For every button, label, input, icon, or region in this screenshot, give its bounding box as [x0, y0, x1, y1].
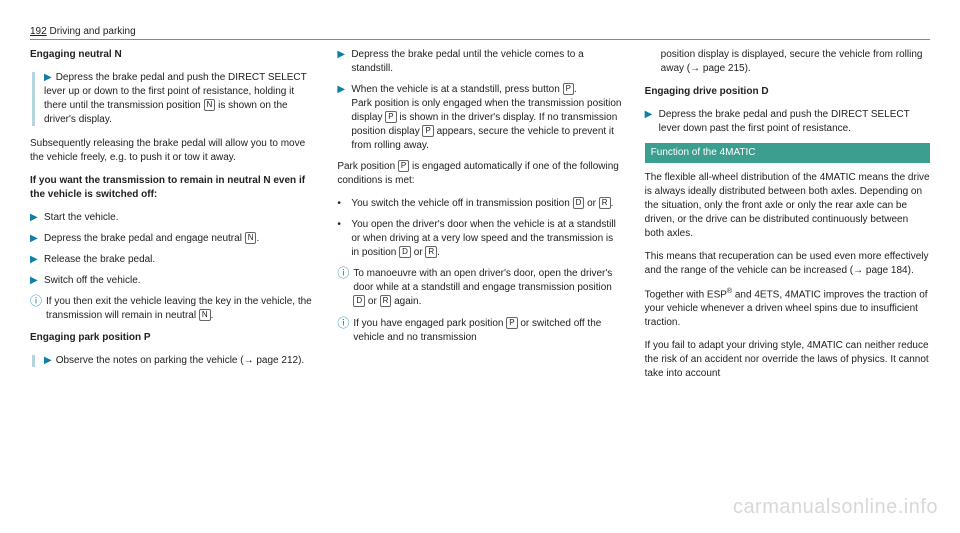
- step-start-vehicle: ▶ Start the vehicle.: [30, 211, 315, 225]
- step-switch-off: ▶ Switch off the vehicle.: [30, 274, 315, 288]
- t: Together with ESP: [645, 289, 727, 300]
- info-icon: ⓘ: [30, 295, 46, 323]
- para-park-auto: Park position P is engaged automatically…: [337, 160, 622, 188]
- para-4matic-3: Together with ESP® and 4ETS, 4MATIC impr…: [645, 287, 930, 330]
- section-band-4matic: Function of the 4MATIC: [645, 143, 930, 163]
- key-p-icon: P: [563, 83, 574, 95]
- step-marker-icon: ▶: [30, 253, 44, 267]
- heading-park-p: Engaging park position P: [30, 331, 315, 345]
- text: You open the driver's door when the vehi…: [351, 218, 622, 260]
- heading-drive-d: Engaging drive position D: [645, 85, 930, 99]
- key-r-icon: R: [380, 295, 392, 307]
- text: Depress the brake pedal and push the DIR…: [659, 108, 930, 136]
- step-marker-icon: ▶: [30, 211, 44, 225]
- key-p-icon: P: [398, 160, 409, 172]
- column-2: ▶ Depress the brake pedal until the vehi…: [337, 48, 622, 390]
- step-engage-neutral: ▶ Depress the brake pedal and engage neu…: [30, 232, 315, 246]
- step-marker-icon: ▶: [337, 48, 351, 76]
- bullet-switch-off: • You switch the vehicle off in transmis…: [337, 197, 622, 211]
- step-observe-parking: ▶ Observe the notes on parking the vehicl…: [30, 354, 315, 368]
- heading-neutral-off: If you want the transmission to remain i…: [30, 174, 315, 202]
- t: or: [411, 247, 425, 258]
- step-drive-d: ▶ Depress the brake pedal and push the D…: [645, 108, 930, 136]
- text: Depress the brake pedal and engage neutr…: [44, 232, 315, 246]
- key-r-icon: R: [425, 246, 437, 258]
- column-1: Engaging neutral N ▶Depress the brake pe…: [30, 48, 315, 390]
- step-press-p: ▶ When the vehicle is at a standstill, p…: [337, 83, 622, 153]
- t: Depress the brake pedal and engage neutr…: [44, 233, 245, 244]
- t: If you have engaged park position: [353, 318, 506, 329]
- step-depress-standstill: ▶ Depress the brake pedal until the vehi…: [337, 48, 622, 76]
- t: You switch the vehicle off in transmissi…: [351, 198, 572, 209]
- page-body: Engaging neutral N ▶Depress the brake pe…: [0, 0, 960, 420]
- step-marker-icon: ▶: [337, 83, 351, 153]
- step-release-brake: ▶ Release the brake pedal.: [30, 253, 315, 267]
- section-title: Driving and parking: [49, 26, 135, 37]
- column-3: position display is displayed, secure th…: [645, 48, 930, 390]
- text: If you have engaged park position P or s…: [353, 317, 622, 345]
- key-d-icon: D: [353, 295, 365, 307]
- key-r-icon: R: [599, 197, 611, 209]
- key-d-icon: D: [399, 246, 411, 258]
- t: .: [611, 198, 614, 209]
- text: You switch the vehicle off in transmissi…: [351, 197, 622, 211]
- step-marker-icon: ▶: [44, 355, 52, 366]
- step-depress-direct-select: ▶Depress the brake pedal and push the DI…: [30, 71, 315, 127]
- t: .: [574, 84, 577, 95]
- info-manoeuvre: ⓘ To manoeuvre with an open driver's doo…: [337, 267, 622, 309]
- text: Observe the notes on parking the vehicle…: [56, 355, 304, 366]
- watermark: carmanualsonline.info: [733, 496, 938, 519]
- t: .: [211, 310, 214, 321]
- para-continuation: position display is displayed, secure th…: [645, 48, 930, 76]
- para-4matic-2: This means that recuperation can be used…: [645, 250, 930, 278]
- text: If you then exit the vehicle leaving the…: [46, 295, 315, 323]
- key-d-icon: D: [573, 197, 585, 209]
- step-marker-icon: ▶: [30, 232, 44, 246]
- page-header: 192 Driving and parking: [30, 26, 930, 40]
- t: Park position: [337, 161, 398, 172]
- text: Switch off the vehicle.: [44, 274, 315, 288]
- para-4matic-1: The flexible all-wheel distribution of t…: [645, 171, 930, 241]
- heading-neutral: Engaging neutral N: [30, 48, 315, 62]
- t: .: [437, 247, 440, 258]
- text: Depress the brake pedal until the vehicl…: [351, 48, 622, 76]
- text: Start the vehicle.: [44, 211, 315, 225]
- t: When the vehicle is at a standstill, pre…: [351, 84, 562, 95]
- step-marker-icon: ▶: [645, 108, 659, 136]
- text: Release the brake pedal.: [44, 253, 315, 267]
- key-p-icon: P: [385, 111, 396, 123]
- step-marker-icon: ▶: [30, 274, 44, 288]
- bullet-icon: •: [337, 197, 351, 211]
- key-n-icon: N: [199, 309, 211, 321]
- key-n-icon: N: [204, 99, 216, 111]
- page-number: 192: [30, 26, 47, 37]
- step-marker-icon: ▶: [44, 72, 52, 83]
- bullet-icon: •: [337, 218, 351, 260]
- info-engaged-p: ⓘ If you have engaged park position P or…: [337, 317, 622, 345]
- text: When the vehicle is at a standstill, pre…: [351, 83, 622, 153]
- para-subsequently: Subsequently releasing the brake pedal w…: [30, 137, 315, 165]
- para-4matic-4: If you fail to adapt your driving style,…: [645, 339, 930, 381]
- t: If you then exit the vehicle leaving the…: [46, 296, 312, 321]
- key-n-icon: N: [245, 232, 257, 244]
- t: again.: [391, 296, 421, 307]
- key-p-icon: P: [506, 317, 517, 329]
- t: You open the driver's door when the vehi…: [351, 219, 615, 258]
- t: To manoeuvre with an open driver's door,…: [353, 268, 612, 293]
- info-exit-vehicle: ⓘ If you then exit the vehicle leaving t…: [30, 295, 315, 323]
- info-icon: ⓘ: [337, 317, 353, 345]
- t: or: [365, 296, 379, 307]
- text: To manoeuvre with an open driver's door,…: [353, 267, 622, 309]
- key-p-icon: P: [422, 125, 433, 137]
- t: or: [584, 198, 598, 209]
- t: .: [256, 233, 259, 244]
- bullet-open-door: • You open the driver's door when the ve…: [337, 218, 622, 260]
- info-icon: ⓘ: [337, 267, 353, 309]
